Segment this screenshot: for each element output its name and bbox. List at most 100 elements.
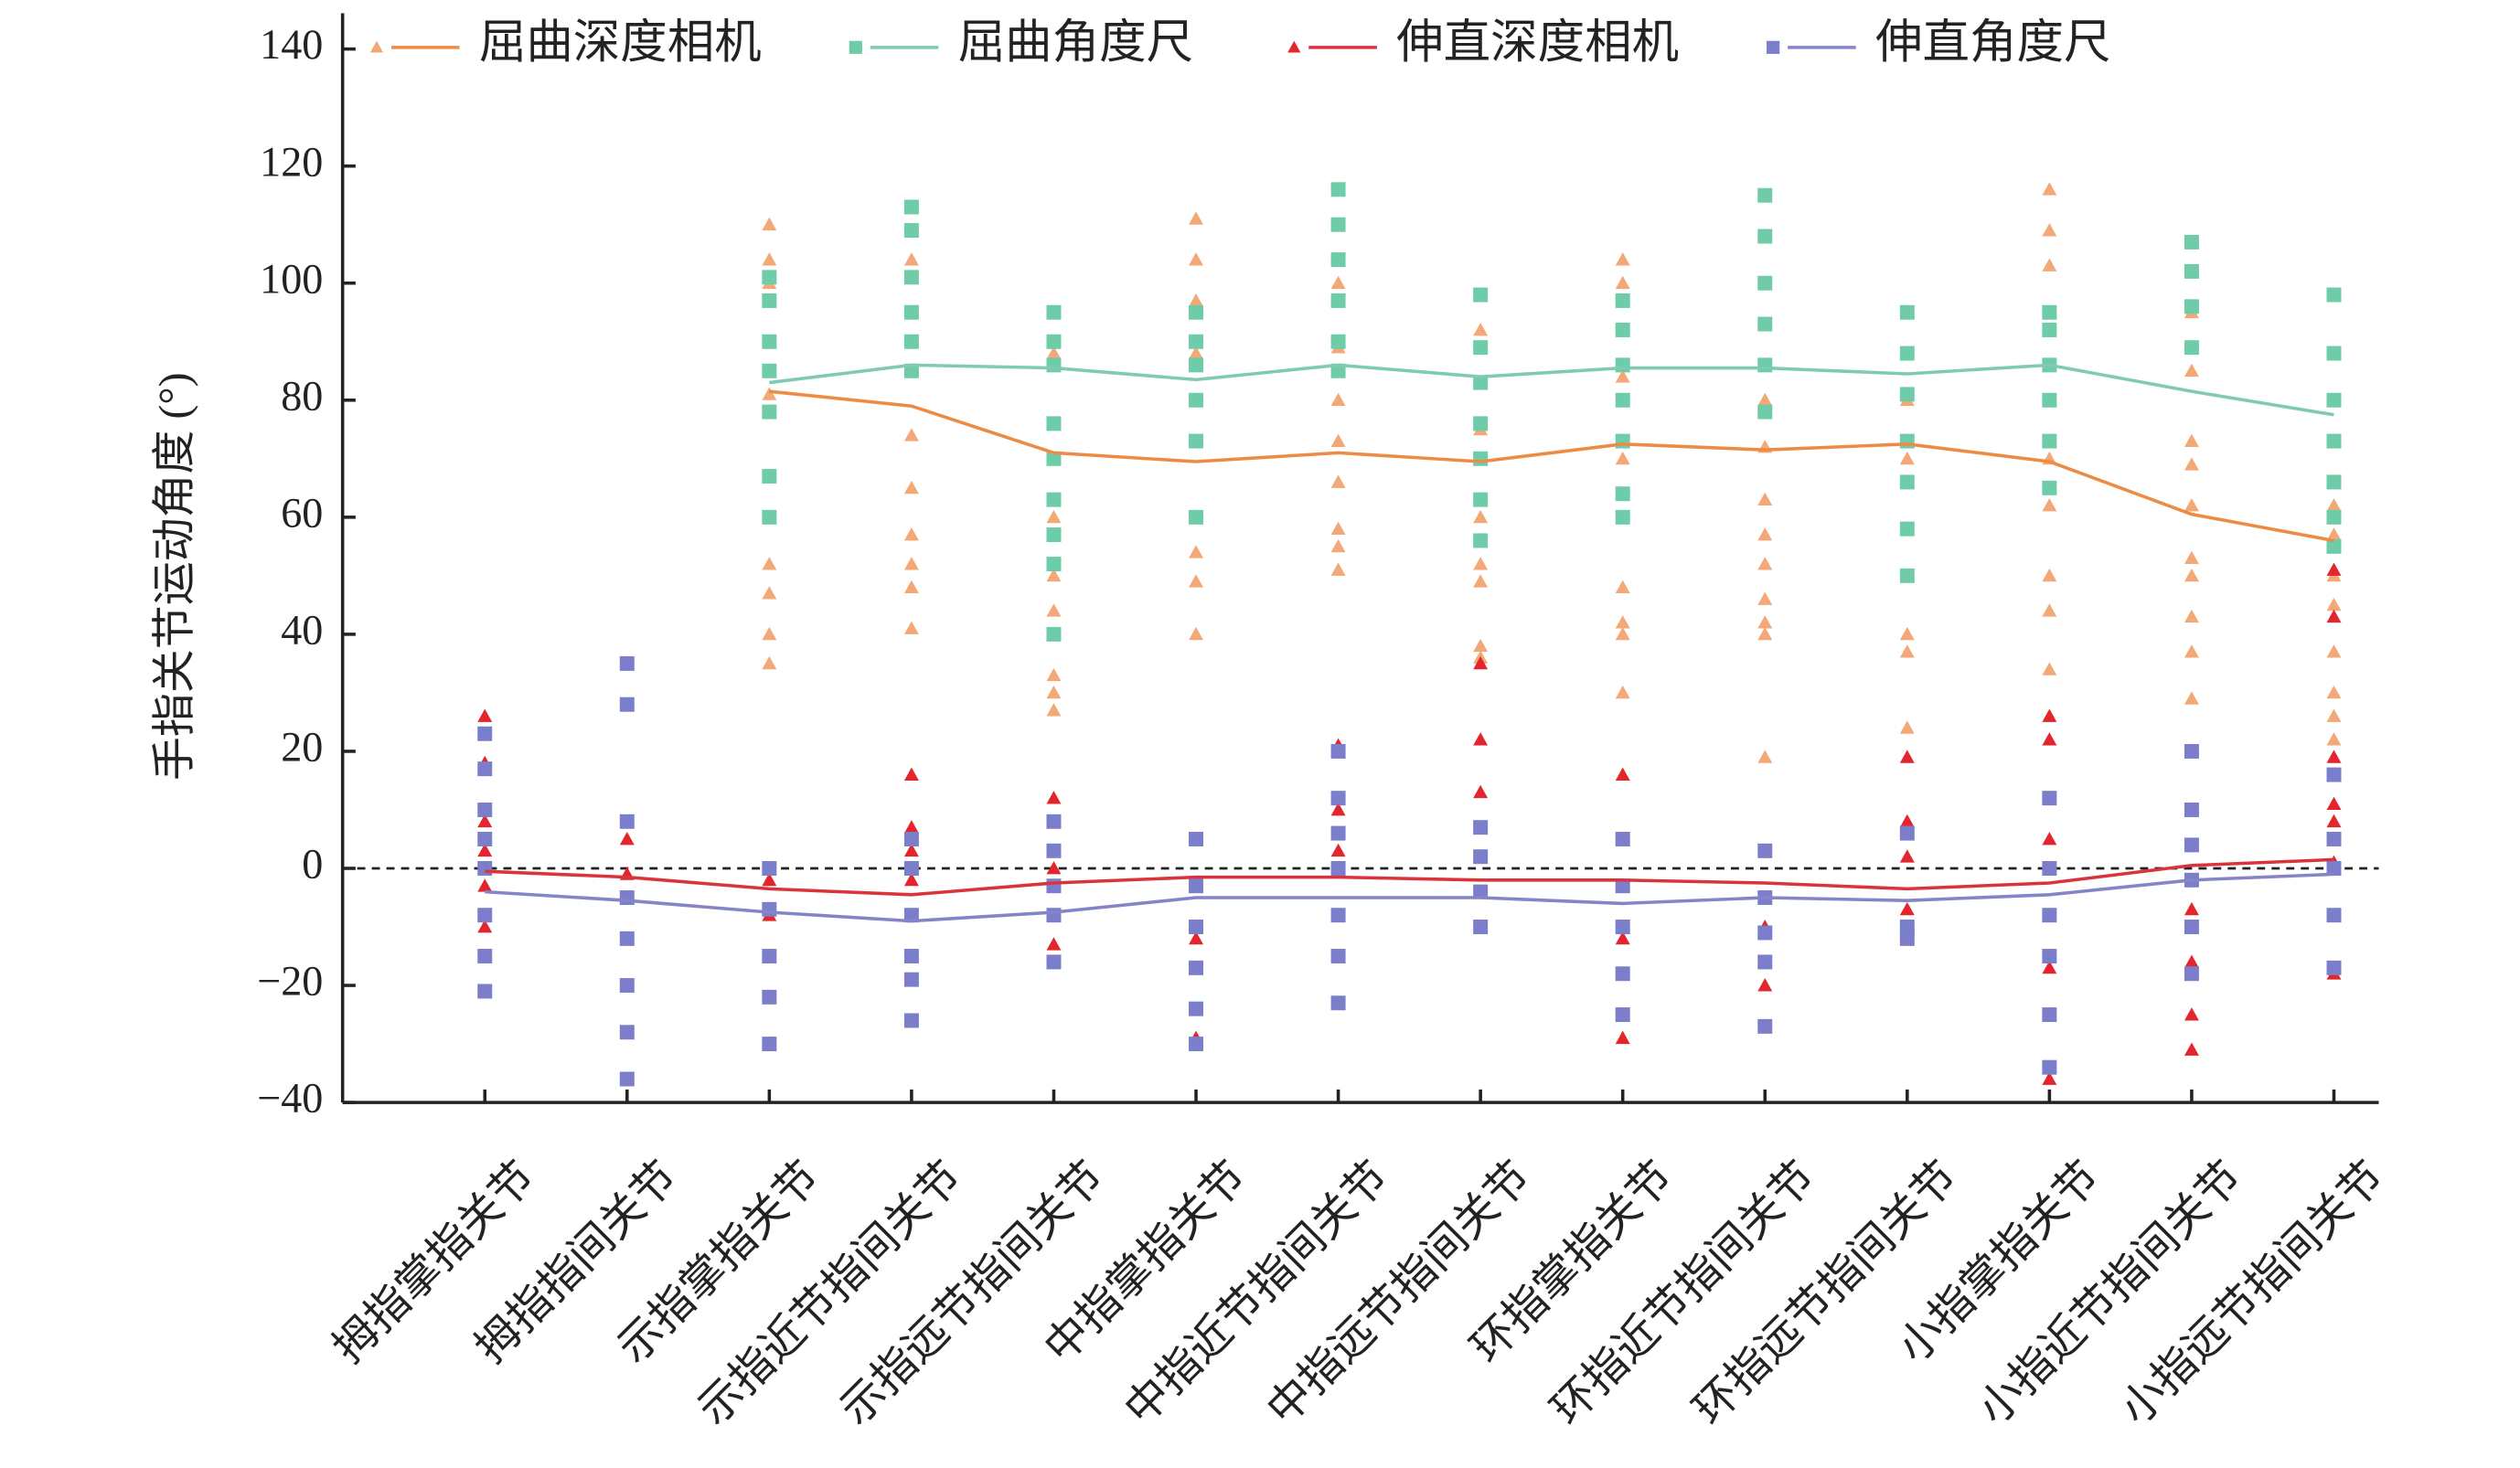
data-point	[1330, 433, 1346, 447]
data-point	[2184, 966, 2199, 982]
data-point	[1330, 363, 1346, 378]
data-point	[1899, 920, 1915, 935]
data-point	[477, 984, 493, 999]
data-point	[903, 199, 919, 215]
data-point	[1899, 387, 1915, 402]
data-point	[1046, 791, 1062, 804]
data-point	[1615, 931, 1630, 945]
data-point	[903, 621, 919, 634]
data-point	[903, 861, 919, 876]
data-point	[2184, 550, 2199, 565]
data-point	[1046, 861, 1062, 875]
data-point	[1473, 375, 1489, 390]
data-point	[1899, 931, 1915, 946]
legend-marker	[369, 40, 384, 53]
x-tick-label: 小指近节指间关节	[1970, 1153, 2252, 1435]
data-point	[619, 697, 635, 712]
data-point	[903, 1013, 919, 1028]
data-point	[2184, 340, 2199, 356]
data-point	[1046, 937, 1062, 951]
data-point	[2326, 509, 2342, 525]
data-point	[2042, 433, 2057, 449]
data-point	[2184, 299, 2199, 314]
data-point	[1046, 451, 1062, 466]
data-point	[903, 527, 919, 541]
data-point	[903, 557, 919, 570]
data-point	[1757, 750, 1773, 763]
data-point	[2184, 901, 2199, 916]
data-point	[2184, 363, 2199, 378]
data-point	[1899, 451, 1915, 465]
data-point	[1046, 667, 1062, 682]
data-point	[2184, 498, 2199, 512]
data-point	[1615, 920, 1630, 935]
data-point	[1046, 527, 1062, 543]
data-point	[1330, 861, 1346, 876]
data-point	[903, 843, 919, 857]
x-tick-label: 中指近节指间关节	[1116, 1153, 1398, 1435]
data-point	[1473, 492, 1489, 507]
data-point	[2042, 949, 2057, 964]
x-tick-label: 小指远节指间关节	[2111, 1153, 2394, 1435]
x-tick-label: 环指远节指间关节	[1684, 1153, 1967, 1435]
data-point	[1473, 884, 1489, 899]
x-tick-label: 环指近节指间关节	[1543, 1153, 1825, 1435]
data-point	[903, 820, 919, 834]
data-point	[1473, 509, 1489, 524]
data-point	[477, 949, 493, 964]
data-point	[1189, 931, 1204, 945]
data-point	[1330, 538, 1346, 553]
data-point	[477, 843, 493, 857]
data-point	[762, 509, 777, 525]
data-point	[1473, 732, 1489, 746]
data-point	[477, 761, 493, 777]
data-point	[1189, 433, 1204, 449]
data-point	[903, 428, 919, 441]
data-point	[2042, 708, 2057, 722]
data-point	[1615, 357, 1630, 373]
data-point	[1757, 843, 1773, 858]
y-tick-label: 20	[281, 724, 323, 771]
y-tick-label: 0	[302, 841, 323, 888]
data-point	[1615, 626, 1630, 641]
data-point	[1189, 346, 1204, 359]
data-point	[1330, 474, 1346, 488]
data-point	[1615, 486, 1630, 502]
data-point	[1330, 843, 1346, 857]
data-point	[1473, 655, 1489, 670]
data-point	[1615, 685, 1630, 699]
data-point	[1757, 615, 1773, 629]
data-point	[2326, 609, 2342, 623]
data-point	[1473, 533, 1489, 548]
data-point	[1757, 187, 1773, 203]
data-point	[1757, 978, 1773, 992]
data-point	[1615, 252, 1630, 266]
data-point	[762, 901, 777, 917]
data-point	[619, 1071, 635, 1087]
data-point	[1473, 849, 1489, 865]
data-point	[2042, 603, 2057, 617]
data-point	[1046, 334, 1062, 349]
data-point	[1330, 275, 1346, 290]
data-point	[1189, 574, 1204, 588]
data-point	[1046, 346, 1062, 359]
data-point	[1757, 1018, 1773, 1034]
data-point	[1330, 182, 1346, 197]
mean-line	[769, 363, 2334, 417]
data-point	[762, 989, 777, 1005]
data-point	[2326, 597, 2342, 612]
data-point	[1615, 451, 1630, 465]
data-point	[477, 802, 493, 817]
data-point	[1046, 357, 1062, 373]
data-point	[1189, 545, 1204, 558]
data-point	[903, 270, 919, 285]
data-point	[1189, 626, 1204, 641]
data-point	[1189, 831, 1204, 846]
data-point	[1757, 229, 1773, 244]
data-point	[1757, 527, 1773, 541]
data-point	[1330, 392, 1346, 407]
data-point	[903, 831, 919, 846]
data-point	[1189, 293, 1204, 307]
data-point	[1615, 878, 1630, 894]
data-point	[2326, 562, 2342, 576]
